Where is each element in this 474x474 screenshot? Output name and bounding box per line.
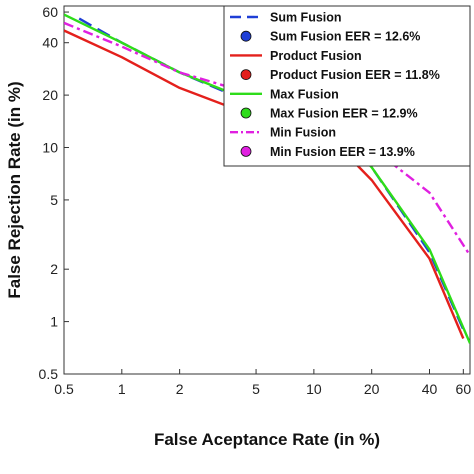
y-tick-label: 20	[42, 87, 58, 103]
x-axis-label: False Aceptance Rate (in %)	[154, 430, 380, 449]
legend-marker-swatch	[240, 30, 252, 42]
legend-label: Sum Fusion	[270, 11, 342, 25]
legend: Sum Fusion Sum Fusion EER = 12.6% Product …	[230, 11, 440, 159]
legend-label: Min Fusion	[270, 126, 336, 140]
y-tick-label: 5	[50, 192, 58, 208]
x-tick-label: 60	[456, 381, 472, 397]
legend-label: Product Fusion	[270, 49, 362, 63]
legend-marker-swatch	[240, 69, 252, 80]
x-tick-label: 1	[118, 381, 126, 397]
legend-marker-swatch	[240, 107, 252, 119]
y-tick-label: 60	[42, 4, 58, 20]
y-tick-label: 10	[42, 140, 58, 156]
y-tick-label: 1	[50, 314, 58, 330]
x-tick-label: 5	[252, 381, 260, 397]
x-tick-label: 0.5	[54, 381, 74, 397]
legend-label: Sum Fusion EER = 12.6%	[270, 30, 420, 44]
y-tick-label: 40	[42, 35, 58, 51]
x-axis: 0.5 1 2 5 10 20 40 60	[54, 369, 471, 397]
legend-label: Product Fusion EER = 11.8%	[270, 68, 440, 82]
y-axis-label: False Rejection Rate (in %)	[5, 81, 24, 298]
legend-label: Min Fusion EER = 13.9%	[270, 145, 415, 159]
x-tick-label: 20	[364, 381, 380, 397]
x-tick-label: 40	[422, 381, 438, 397]
y-axis: 0.5 1 2 5 10 20 40 60	[39, 4, 69, 382]
y-tick-label: 2	[50, 261, 58, 277]
x-tick-label: 2	[176, 381, 184, 397]
legend-marker-swatch	[240, 145, 252, 157]
x-tick-label: 10	[306, 381, 322, 397]
y-tick-label: 0.5	[39, 366, 59, 382]
legend-box	[223, 5, 471, 167]
legend-label: Max Fusion EER = 12.9%	[270, 107, 418, 121]
legend-label: Max Fusion	[270, 87, 339, 101]
min-fusion-line	[64, 21, 470, 257]
